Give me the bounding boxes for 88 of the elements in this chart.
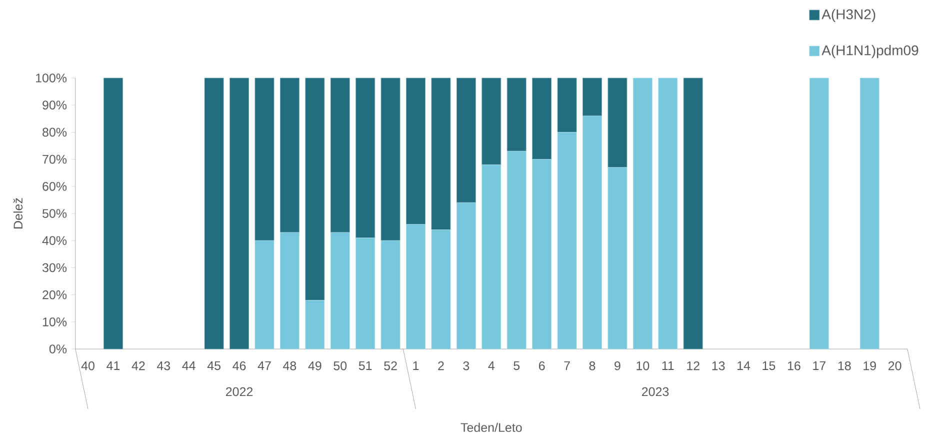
y-tick-label: 40%	[42, 236, 67, 246]
bar	[532, 159, 552, 350]
bar	[456, 78, 476, 203]
bar	[305, 300, 325, 350]
bar	[809, 78, 829, 350]
x-tick-label: 15	[762, 361, 776, 370]
x-tick-label: 45	[207, 361, 220, 370]
y-axis-title: Delež	[13, 198, 23, 228]
x-tick-label: 6	[538, 361, 545, 370]
x-tick-label: 47	[258, 361, 271, 370]
bar	[506, 150, 526, 350]
x-tick-label: 51	[358, 361, 372, 370]
bar	[280, 78, 300, 233]
bar	[557, 78, 577, 132]
x-tick-label: 14	[738, 361, 750, 370]
y-tick-label: 60%	[42, 182, 67, 191]
x-tick-label: 12	[687, 361, 700, 370]
bar	[380, 240, 400, 350]
x-tick-label: 2	[438, 361, 444, 370]
bar	[204, 78, 224, 350]
y-tick-label: 70%	[42, 154, 67, 164]
bar	[406, 78, 426, 225]
y-tick-label: 100%	[36, 74, 67, 82]
x-tick-label: 4	[488, 361, 494, 370]
x-tick-label: 8	[589, 361, 596, 370]
x-tick-label: 17	[813, 361, 826, 370]
x-tick-label: 3	[463, 361, 470, 370]
x-tick-label: 19	[864, 361, 876, 370]
legend-label: A(H1N1)pdm09	[822, 45, 918, 58]
x-tick-label: 9	[614, 361, 620, 370]
x-tick-label: 52	[384, 361, 397, 370]
bar	[582, 78, 602, 116]
bar	[356, 78, 376, 238]
x-tick-label: 7	[564, 361, 570, 370]
bar	[582, 116, 602, 350]
bar	[356, 238, 376, 350]
bar	[230, 78, 249, 350]
bar	[104, 78, 123, 350]
x-tick-label: 46	[232, 361, 246, 370]
x-tick-label: 10	[636, 361, 650, 370]
bar	[482, 164, 502, 350]
x-tick-label: 5	[514, 361, 520, 370]
bar	[608, 167, 628, 350]
bar	[254, 78, 274, 241]
bar	[406, 224, 426, 350]
x-tick-label: 40	[81, 361, 94, 370]
x-tick-label: 11	[662, 361, 674, 370]
x-axis-title: Teden/Leto	[460, 422, 522, 432]
x-tick-label: 13	[712, 361, 725, 370]
text: 2023	[642, 387, 669, 396]
x-tick-label: 41	[106, 361, 120, 370]
bar	[482, 78, 502, 165]
bar	[305, 78, 325, 300]
x-tick-label: 43	[156, 361, 170, 370]
x-tick-label: 42	[132, 361, 145, 370]
y-tick-label: 20%	[42, 290, 67, 300]
y-tick-label: 0%	[49, 344, 67, 354]
bar	[608, 78, 628, 168]
y-tick-label: 50%	[42, 209, 67, 218]
bar	[860, 78, 880, 350]
bar	[658, 78, 678, 350]
bar	[280, 232, 300, 350]
x-tick-label: 44	[182, 361, 196, 370]
bar	[330, 78, 350, 233]
text: 2022	[226, 387, 253, 396]
bar	[431, 78, 451, 230]
bar	[683, 78, 703, 350]
x-tick-label: 1	[413, 361, 419, 370]
x-tick-label: 16	[788, 361, 800, 370]
x-tick-label: 18	[838, 361, 851, 370]
bar	[380, 78, 400, 241]
legend-label: A(H3N2)	[822, 9, 876, 22]
bar	[431, 230, 451, 350]
bar	[330, 232, 350, 350]
bar	[456, 202, 476, 350]
x-tick-label: 49	[308, 361, 322, 370]
y-tick-label: 90%	[42, 100, 67, 110]
bar	[557, 132, 577, 350]
x-tick-label: 20	[888, 361, 902, 370]
x-tick-label: 50	[334, 361, 347, 370]
bar	[506, 78, 526, 152]
y-tick-label: 80%	[42, 128, 67, 137]
bar	[254, 240, 274, 350]
bar	[532, 78, 552, 160]
y-tick-label: 10%	[42, 317, 67, 326]
x-tick-label: 48	[283, 361, 296, 370]
y-tick-label: 30%	[42, 263, 67, 272]
bar	[632, 78, 652, 350]
